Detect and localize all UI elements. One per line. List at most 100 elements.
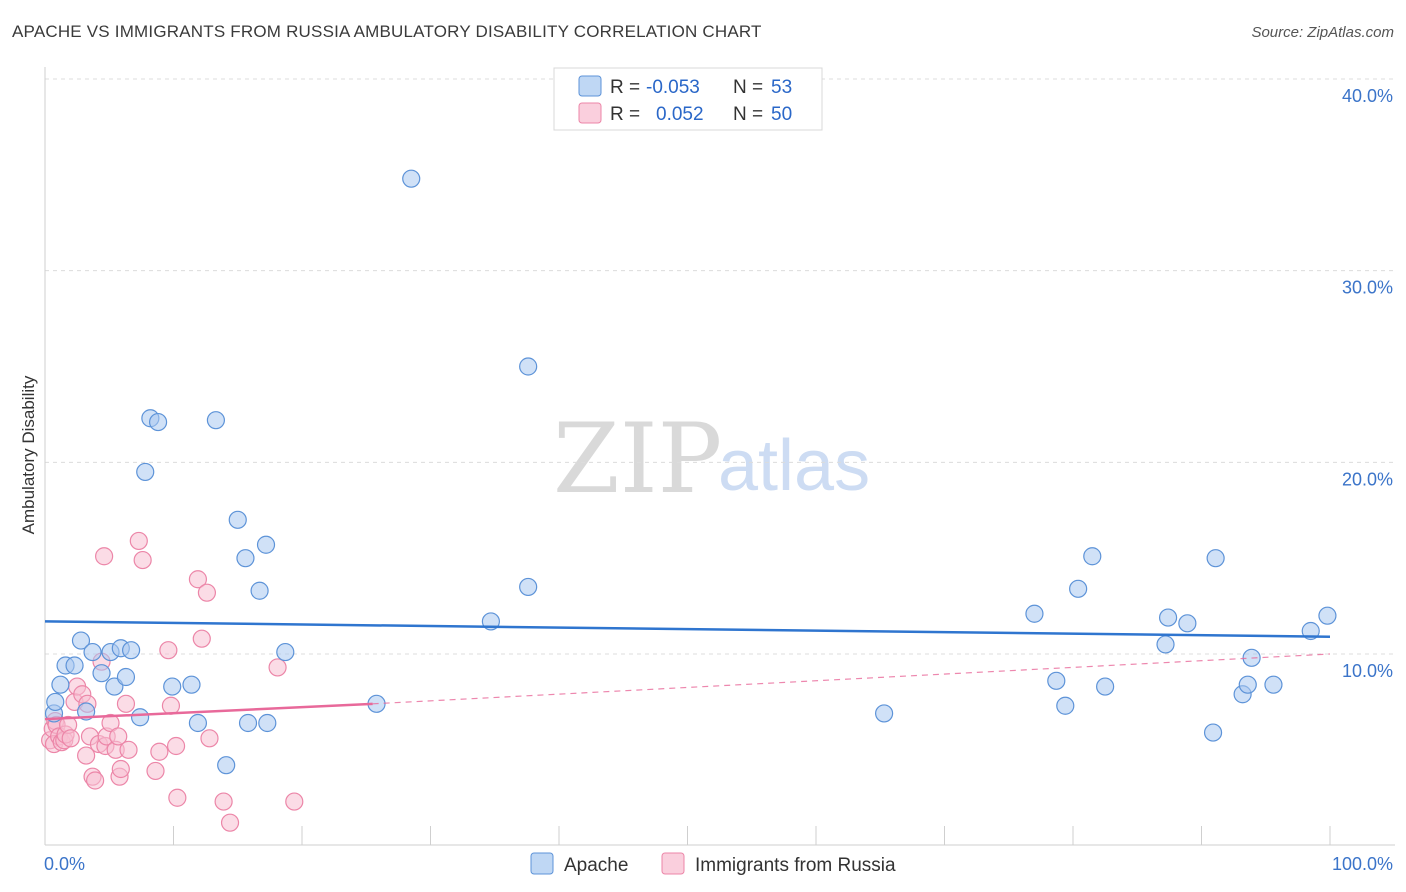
legend-n-label-russia: N = xyxy=(733,104,763,125)
russia-point xyxy=(161,696,181,715)
x-tick-label-max: 100.0% xyxy=(1332,854,1393,874)
apache-point xyxy=(65,656,84,675)
russia-point xyxy=(159,641,178,660)
apache-point xyxy=(1264,675,1283,694)
apache-point xyxy=(236,549,255,568)
russia-point xyxy=(61,729,80,748)
russia-point xyxy=(116,694,136,713)
russia-point xyxy=(150,742,169,761)
legend-r-value-apache: -0.053 xyxy=(646,77,700,98)
apache-point xyxy=(1178,614,1197,633)
apache-point xyxy=(258,713,277,733)
apache-point xyxy=(256,535,276,554)
legend-n-value-russia: 50 xyxy=(771,104,792,125)
legend-swatch-apache xyxy=(578,75,602,97)
apache-point xyxy=(136,462,155,482)
chart-title: APACHE VS IMMIGRANTS FROM RUSSIA AMBULAT… xyxy=(12,22,762,41)
watermark-atlas: atlas xyxy=(718,426,870,506)
trend-layer xyxy=(44,620,1331,721)
apache-point xyxy=(1096,677,1115,696)
russia-point xyxy=(188,570,208,589)
apache-point xyxy=(83,642,102,662)
apache-point xyxy=(250,581,269,600)
russia-point xyxy=(200,729,219,748)
apache-point xyxy=(51,675,70,694)
bottom-legend-swatch-russia xyxy=(661,852,685,875)
legend-r-label-apache: R = xyxy=(610,77,640,98)
legend-n-value-apache: 53 xyxy=(771,77,792,98)
legend-n-label-apache: N = xyxy=(733,77,763,98)
apache-point xyxy=(1156,635,1175,654)
legend-r-label-russia: R = xyxy=(610,104,640,125)
russia-trend-line xyxy=(44,702,373,721)
series-legend: Apache Immigrants from Russia xyxy=(530,852,896,876)
bottom-legend-swatch-apache xyxy=(530,852,554,875)
y-tick-label: 10.0% xyxy=(1342,661,1393,681)
apache-point xyxy=(182,675,201,694)
russia-point xyxy=(77,746,96,765)
apache-point xyxy=(238,713,258,733)
russia-point xyxy=(133,550,152,570)
y-tick-label: 30.0% xyxy=(1342,278,1393,298)
apache-point xyxy=(1158,608,1178,627)
apache-point xyxy=(46,692,65,712)
legend-r-value-russia: 0.052 xyxy=(656,104,704,125)
apache-point xyxy=(92,664,111,683)
y-tick-label: 20.0% xyxy=(1342,469,1393,489)
russia-point xyxy=(268,658,287,677)
apache-point xyxy=(402,169,421,188)
bottom-legend-label-russia: Immigrants from Russia xyxy=(695,855,896,876)
apache-point xyxy=(875,704,894,723)
apache-point xyxy=(1069,579,1088,598)
russia-point xyxy=(95,547,114,566)
point-layer xyxy=(41,169,1337,832)
apache-point xyxy=(1318,606,1337,625)
russia-point xyxy=(220,813,240,832)
apache-point xyxy=(71,631,91,650)
russia-point xyxy=(166,736,186,756)
russia-trend-extension xyxy=(372,653,1331,705)
russia-point xyxy=(197,583,217,602)
russia-point xyxy=(214,792,233,811)
apache-point xyxy=(121,641,141,660)
apache-point xyxy=(148,412,168,432)
apache-point xyxy=(1083,547,1102,566)
russia-point xyxy=(86,771,105,790)
x-tick-label-min: 0.0% xyxy=(44,854,85,874)
apache-point xyxy=(519,357,538,376)
apache-point xyxy=(188,713,208,733)
russia-point xyxy=(109,727,128,746)
source-credit: Source: ZipAtlas.com xyxy=(1251,24,1394,41)
y-tick-label: 40.0% xyxy=(1342,86,1393,106)
grid-layer xyxy=(45,78,1395,655)
russia-point xyxy=(192,629,211,648)
apache-point xyxy=(163,677,182,696)
apache-point xyxy=(77,702,96,721)
russia-point xyxy=(119,740,138,759)
bottom-legend-label-apache: Apache xyxy=(564,855,628,876)
apache-point xyxy=(1025,604,1044,623)
apache-point xyxy=(1238,675,1257,694)
russia-point xyxy=(101,713,120,733)
apache-point xyxy=(276,642,295,662)
axis-layer: 10.0% 20.0% 30.0% 40.0% 0.0% 100.0% xyxy=(44,67,1395,874)
apache-point xyxy=(1203,723,1223,742)
russia-point xyxy=(111,759,130,779)
apache-point xyxy=(519,577,538,597)
correlation-legend: R = -0.053 N = 53 R = 0.052 N = 50 xyxy=(553,67,823,131)
russia-point xyxy=(168,788,187,807)
apache-point xyxy=(130,708,150,727)
apache-point xyxy=(206,411,226,430)
russia-point xyxy=(146,761,165,781)
apache-point xyxy=(1206,549,1225,568)
apache-point xyxy=(1056,696,1075,715)
apache-trend-line xyxy=(44,620,1331,638)
russia-point xyxy=(285,792,304,811)
apache-point xyxy=(217,756,236,775)
russia-point xyxy=(129,531,148,551)
apache-point xyxy=(116,667,136,687)
watermark-zip: ZIP xyxy=(553,403,722,515)
y-axis-label: Ambulatory Disability xyxy=(19,375,38,534)
legend-swatch-russia xyxy=(578,102,602,124)
